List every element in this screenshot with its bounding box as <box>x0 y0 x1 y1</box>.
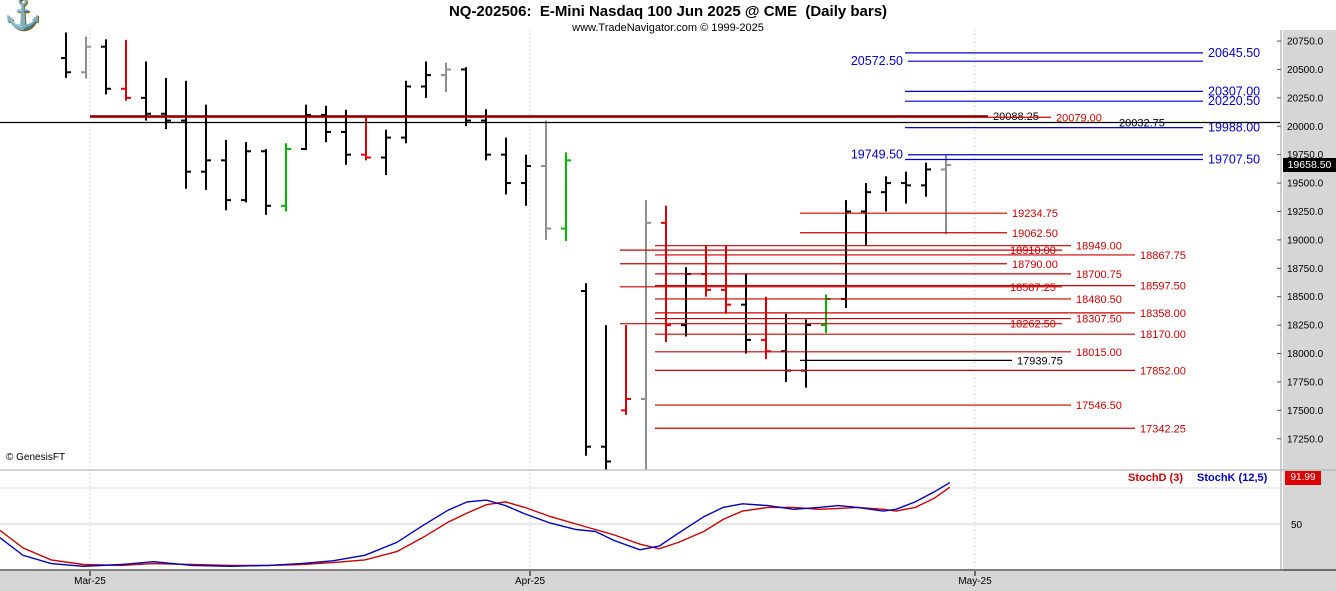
price-tick-label: 18750.0 <box>1287 264 1324 275</box>
genesisft-watermark: © GenesisFT <box>6 452 66 463</box>
price-tick-label: 20750.0 <box>1287 37 1324 48</box>
price-tick-label: 18250.0 <box>1287 321 1324 332</box>
level-label[interactable]: 17342.25 <box>1140 423 1186 435</box>
time-axis-strip[interactable] <box>0 571 1336 591</box>
time-gridlines: Mar-25 Apr-25 May-25 <box>74 30 992 587</box>
month-label: Mar-25 <box>74 576 106 587</box>
price-tick-label: 18500.0 <box>1287 292 1324 303</box>
level-label[interactable]: 18867.75 <box>1140 250 1186 262</box>
level-label[interactable]: 18358.00 <box>1140 308 1186 320</box>
stochk-legend-label[interactable]: StochK (12,5) <box>1197 472 1268 484</box>
level-label[interactable]: 20572.50 <box>851 54 903 68</box>
price-tick-label: 20000.0 <box>1287 122 1324 133</box>
level-label[interactable]: 19707.50 <box>1208 152 1260 166</box>
month-label: Apr-25 <box>515 576 545 587</box>
level-label[interactable]: 20032.75 <box>1119 118 1165 130</box>
level-label[interactable]: 18170.00 <box>1140 329 1186 341</box>
level-label[interactable]: 19234.75 <box>1012 208 1058 220</box>
price-tick-label: 19750.0 <box>1287 150 1324 161</box>
level-label[interactable]: 17546.50 <box>1076 400 1122 412</box>
level-label[interactable]: 20645.50 <box>1208 46 1260 60</box>
price-tick-label: 19500.0 <box>1287 179 1324 190</box>
stoch-value-badge: 91.99 <box>1285 471 1321 485</box>
stoch-mid-tick-label: 50 <box>1291 520 1303 531</box>
price-tick-label: 17250.0 <box>1287 434 1324 445</box>
price-tick-label: 18000.0 <box>1287 349 1324 360</box>
price-bars <box>61 32 951 470</box>
level-label[interactable]: 18949.00 <box>1076 241 1122 253</box>
stochk-line <box>0 481 951 568</box>
level-label[interactable]: 18700.75 <box>1076 269 1122 281</box>
level-label[interactable]: 18015.00 <box>1076 347 1122 359</box>
level-label[interactable]: 19062.50 <box>1012 228 1058 240</box>
price-tick-label: 17500.0 <box>1287 406 1324 417</box>
price-tick-label: 17750.0 <box>1287 377 1324 388</box>
genesis-anchor-logo-icon: ⚓ <box>4 0 41 32</box>
level-label[interactable]: 19749.50 <box>851 148 903 162</box>
month-label: May-25 <box>958 576 992 587</box>
level-label[interactable]: 19988.00 <box>1208 121 1260 135</box>
level-label[interactable]: 17939.75 <box>1017 355 1063 367</box>
last-price-badge: 19658.50 <box>1283 158 1336 173</box>
chart-title: NQ-202506: E-Mini Nasdaq 100 Jun 2025 @ … <box>448 3 888 20</box>
level-label[interactable]: 18790.00 <box>1012 259 1058 271</box>
price-tick-label: 20250.0 <box>1287 93 1324 104</box>
level-label[interactable]: 18597.50 <box>1140 281 1186 293</box>
level-label[interactable]: 18262.50 <box>1010 319 1056 331</box>
level-label[interactable]: 20307.00 <box>1208 84 1260 98</box>
level-label[interactable]: 20220.50 <box>1208 94 1260 108</box>
anchor-icon: ⚓ <box>4 0 42 31</box>
level-label[interactable]: 20079.00 <box>1056 112 1102 124</box>
level-label[interactable]: 17852.00 <box>1140 365 1186 377</box>
level-label[interactable]: 18910.00 <box>1010 245 1056 257</box>
stochd-legend-label[interactable]: StochD (3) <box>1128 472 1183 484</box>
chart-subtitle: www.TradeNavigator.com © 1999-2025 <box>572 22 764 34</box>
price-axis-labels: 20750.0 20500.0 20250.0 20000.0 19750.0 19500… <box>1277 37 1324 445</box>
stoch-legend: StochD (3) StochK (12,5) <box>1128 472 1267 484</box>
price-tick-label: 19250.0 <box>1287 207 1324 218</box>
level-label[interactable]: 18480.50 <box>1076 294 1122 306</box>
stochd-line <box>0 486 951 567</box>
level-label[interactable]: 18307.50 <box>1076 314 1122 326</box>
price-tick-label: 19000.0 <box>1287 235 1324 246</box>
price-tick-label: 20500.0 <box>1287 65 1324 76</box>
level-label[interactable]: 18587.25 <box>1010 282 1056 294</box>
stoch-plot: 50 <box>0 481 1303 568</box>
